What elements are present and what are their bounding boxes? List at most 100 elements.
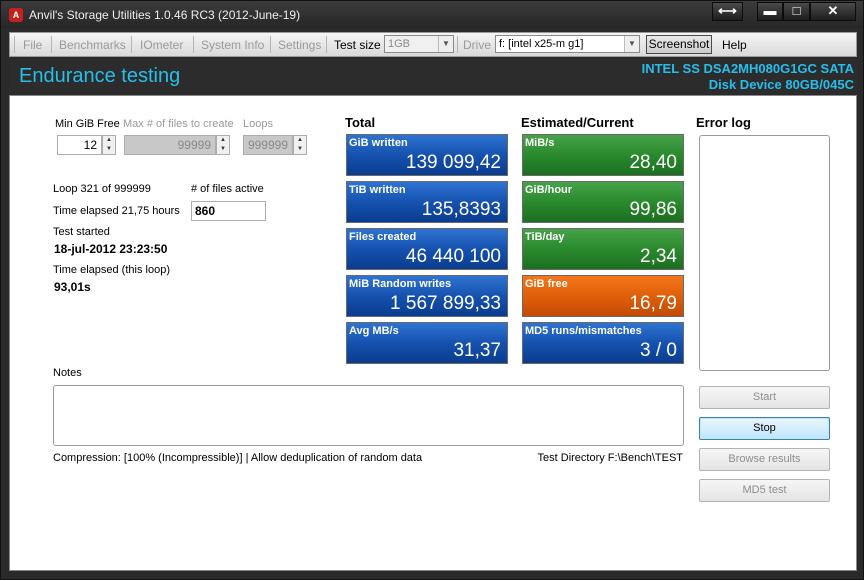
files-active-value: 860 (191, 201, 266, 221)
separator (131, 36, 132, 53)
drive-label: Drive (463, 38, 492, 52)
gib-hour-tile: GiB/hour 99,86 (522, 181, 684, 223)
avg-mbs-tile: Avg MB/s 31,37 (346, 322, 508, 364)
tib-day-tile: TiB/day 2,34 (522, 228, 684, 270)
estimated-heading: Estimated/Current (521, 115, 634, 130)
arrow-up-icon: ▲ (220, 137, 226, 143)
tile-label: Avg MB/s (349, 325, 399, 337)
loop-counter: Loop 321 of 999999 (53, 183, 151, 195)
mibs-tile: MiB/s 28,40 (522, 134, 684, 176)
loop-elapsed-value: 93,01s (54, 280, 91, 294)
menu-help[interactable]: Help (722, 38, 747, 52)
tile-value: 31,37 (453, 340, 501, 361)
tile-value: 135,8393 (421, 199, 501, 220)
time-elapsed: Time elapsed 21,75 hours (53, 205, 180, 217)
max-files-label: Max # of files to create (123, 118, 234, 130)
window-title: Anvil's Storage Utilities 1.0.46 RC3 (20… (29, 8, 301, 22)
tile-label: MiB Random writes (349, 278, 452, 290)
tile-value: 2,34 (640, 246, 677, 267)
gib-free-tile: GiB free 16,79 (522, 275, 684, 317)
tile-value: 16,79 (629, 293, 677, 314)
menu-settings[interactable]: Settings (278, 38, 322, 52)
arrow-down-icon: ▼ (297, 146, 303, 152)
page-title: Endurance testing (19, 65, 181, 87)
test-size-select[interactable]: 1GB ▼ (384, 35, 454, 53)
loops-stepper[interactable]: ▲ ▼ (293, 135, 307, 155)
tile-value: 46 440 100 (405, 246, 501, 267)
start-button[interactable]: Start (699, 386, 830, 409)
test-started-label: Test started (53, 226, 110, 238)
max-files-stepper[interactable]: ▲ ▼ (216, 135, 230, 155)
tile-label: TiB written (349, 184, 406, 196)
arrow-down-icon: ▼ (220, 146, 226, 152)
tile-value: 99,86 (629, 199, 677, 220)
tib-written-tile: TiB written 135,8393 (346, 181, 508, 223)
md5-runs-tile: MD5 runs/mismatches 3 / 0 (522, 322, 684, 364)
main-panel: Min GiB Free 12 ▲ ▼ Max # of files to cre… (9, 95, 857, 571)
loops-input[interactable]: 999999 (243, 135, 293, 155)
min-gib-free-stepper[interactable]: ▲ ▼ (102, 135, 116, 155)
loops-label: Loops (243, 118, 273, 130)
restore-icon[interactable]: ⟷ (712, 2, 743, 21)
browse-results-button[interactable]: Browse results (699, 448, 830, 471)
md5-test-button[interactable]: MD5 test (699, 479, 830, 502)
chevron-down-icon: ▼ (624, 36, 639, 52)
menu-system-info[interactable]: System Info (201, 38, 265, 52)
tile-label: MiB/s (525, 137, 555, 149)
menu-grip (14, 36, 15, 53)
separator (51, 36, 52, 53)
disk-device: Disk Device 80GB/045C (708, 77, 854, 92)
total-heading: Total (345, 115, 376, 130)
files-active-label: # of files active (191, 183, 264, 195)
separator (326, 36, 327, 53)
tile-label: Files created (349, 231, 417, 243)
app-icon: A (9, 8, 23, 22)
stop-button[interactable]: Stop (699, 417, 830, 440)
test-directory: Test Directory F:\Bench\TEST (537, 452, 683, 464)
tile-value: 3 / 0 (640, 340, 677, 361)
gib-written-tile: GiB written 139 099,42 (346, 134, 508, 176)
arrow-up-icon: ▲ (297, 137, 303, 143)
notes-label: Notes (53, 367, 82, 379)
tile-value: 28,40 (629, 152, 677, 173)
test-started-value: 18-jul-2012 23:23:50 (54, 242, 168, 256)
max-files-input[interactable]: 99999 (124, 135, 216, 155)
arrow-down-icon: ▼ (106, 146, 112, 152)
drive-select[interactable]: f: [intel x25-m g1] ▼ (495, 35, 640, 53)
random-writes-tile: MiB Random writes 1 567 899,33 (346, 275, 508, 317)
maximize-button[interactable]: □ (783, 2, 810, 21)
separator (270, 36, 271, 53)
arrow-up-icon: ▲ (106, 137, 112, 143)
drive-value: f: [intel x25-m g1] (499, 38, 584, 50)
title-bar[interactable]: A Anvil's Storage Utilities 1.0.46 RC3 (… (1, 1, 863, 28)
tile-value: 1 567 899,33 (390, 293, 501, 314)
close-button[interactable]: ✕ (810, 2, 856, 21)
tile-label: GiB free (525, 278, 568, 290)
min-gib-free-input[interactable]: 12 (57, 135, 102, 155)
disk-model: INTEL SS DSA2MH080G1GC SATA (641, 61, 854, 76)
separator (193, 36, 194, 53)
chevron-down-icon: ▼ (438, 36, 453, 52)
compression-info: Compression: [100% (Incompressible)] | A… (53, 452, 423, 464)
menu-benchmarks[interactable]: Benchmarks (59, 38, 126, 52)
menu-bar: File Benchmarks IOmeter System Info Sett… (9, 32, 857, 57)
tile-label: TiB/day (525, 231, 565, 243)
page-header: Endurance testing INTEL SS DSA2MH080G1GC… (9, 59, 857, 94)
error-log-heading: Error log (696, 115, 751, 130)
tile-label: GiB written (349, 137, 408, 149)
min-gib-free-label: Min GiB Free (55, 118, 120, 130)
test-size-label: Test size (334, 38, 381, 52)
screenshot-button[interactable]: Screenshot (646, 35, 712, 54)
loop-elapsed-label: Time elapsed (this loop) (53, 264, 170, 276)
test-size-value: 1GB (388, 38, 411, 50)
separator (457, 36, 458, 53)
error-log-box[interactable] (699, 135, 830, 371)
minimize-button[interactable]: ▬ (757, 2, 783, 21)
files-created-tile: Files created 46 440 100 (346, 228, 508, 270)
tile-value: 139 099,42 (405, 152, 501, 173)
notes-textarea[interactable] (53, 385, 684, 446)
menu-iometer[interactable]: IOmeter (140, 38, 184, 52)
tile-label: GiB/hour (525, 184, 573, 196)
menu-file[interactable]: File (23, 38, 43, 52)
